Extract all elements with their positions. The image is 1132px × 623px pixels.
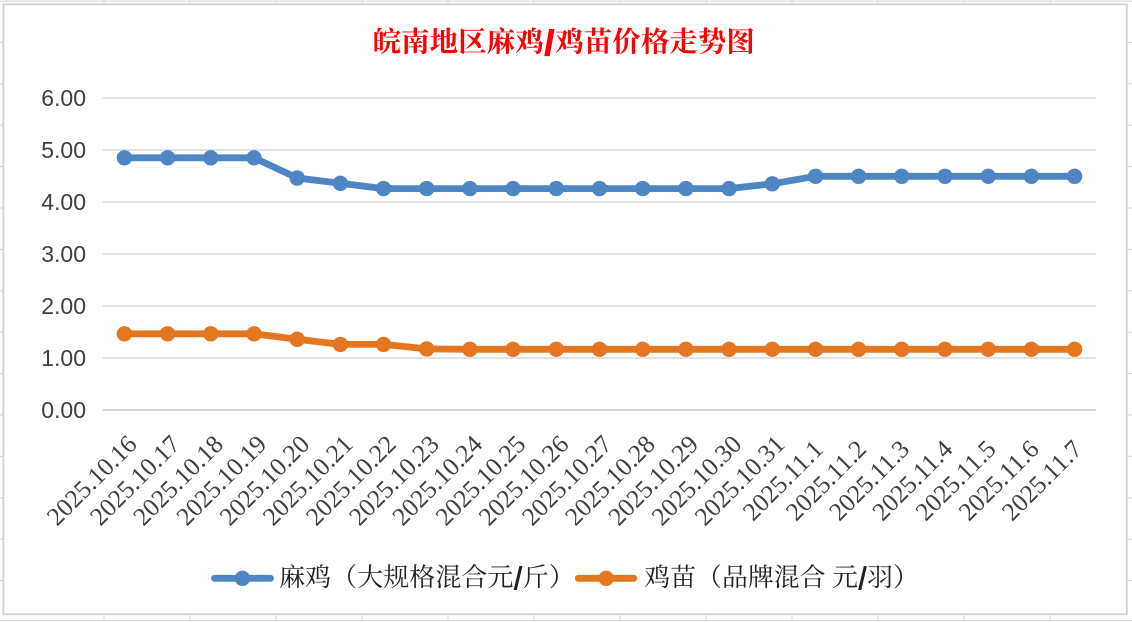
svg-text:1.00: 1.00 [41,345,86,371]
svg-text:5.00: 5.00 [41,137,86,163]
svg-text:6.00: 6.00 [41,85,86,111]
svg-text:2.00: 2.00 [41,293,86,319]
svg-text:3.00: 3.00 [41,241,86,267]
svg-text:4.00: 4.00 [41,189,86,215]
svg-text:0.00: 0.00 [41,397,86,423]
